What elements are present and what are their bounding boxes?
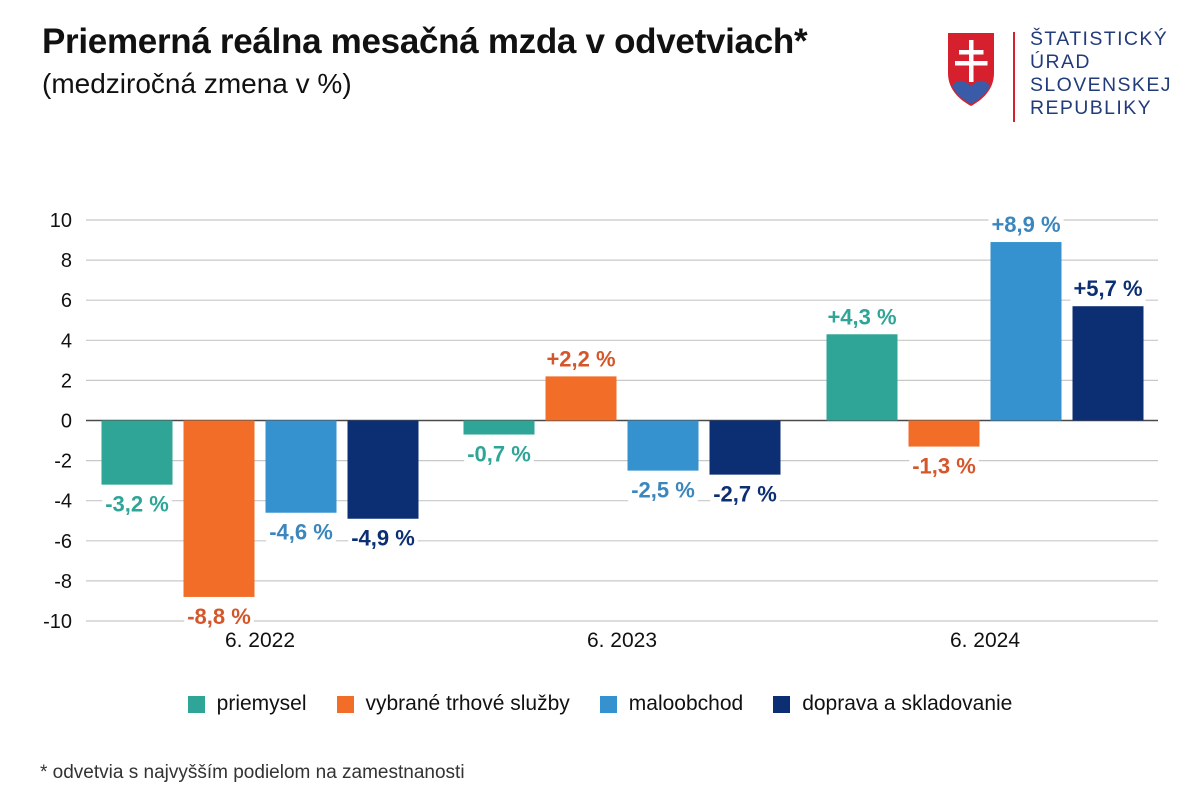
data-label: -0,7 % [467,442,531,467]
data-label: -3,2 % [105,492,169,517]
data-label: +8,9 % [991,212,1060,237]
legend-item-maloobchod: maloobchod [599,692,744,716]
y-tick-label: -4 [54,491,72,513]
legend-item-doprava: doprava a skladovanie [773,692,1012,716]
logo-divider [1013,32,1015,122]
logo-line-1: ŠTATISTICKÝ [1030,28,1169,50]
y-tick-label: 8 [61,250,72,272]
data-label-bg [710,479,780,508]
data-label: +4,3 % [827,304,896,329]
data-label-bg [464,439,534,468]
bar-maloobchod-62024 [990,242,1062,421]
bar-maloobchod-62022 [265,420,337,513]
logo-line-3: SLOVENSKEJ [1030,74,1172,96]
bar-vybrané-trhové-služby-62024 [908,420,980,447]
data-label: -2,7 % [713,482,777,507]
legend-swatch-doprava [773,695,791,713]
legend-swatch-sluzby [336,695,354,713]
chart-legend: priemysel vybrané trhové služby maloobch… [0,692,1200,716]
chart-subtitle: (medziročná zmena v %) [42,68,352,99]
y-tick-label: 2 [61,370,72,392]
legend-swatch-priemysel [187,695,205,713]
bar-priemysel-62023 [463,420,535,435]
y-tick-label: -6 [54,531,72,553]
y-tick-label: 6 [61,290,72,312]
y-tick-label: -8 [54,571,72,593]
legend-item-sluzby: vybrané trhové služby [336,692,570,716]
data-label: -1,3 % [912,454,976,479]
x-tick-label: 6. 2024 [950,629,1020,652]
statistical-office-logo [948,33,994,106]
data-label-bg [543,344,619,373]
data-label-bg [184,601,254,630]
bar-vybrané-trhové-služby-62023 [545,376,617,421]
bar-maloobchod-62023 [627,420,699,471]
bar-doprava-a-skladovanie-62022 [347,420,419,519]
data-label: -8,8 % [187,604,251,629]
data-label-bg [1070,274,1146,303]
data-label: +5,7 % [1073,276,1142,301]
data-label: -4,6 % [269,520,333,545]
legend-swatch-maloobchod [599,695,617,713]
legend-label-doprava: doprava a skladovanie [802,692,1013,715]
data-label-bg [909,451,979,480]
logo-line-2: ÚRAD [1030,51,1091,73]
x-tick-label: 6. 2023 [587,629,657,652]
legend-item-priemysel: priemysel [187,692,307,716]
bar-priemysel-62022 [101,420,173,485]
data-label-bg [102,489,172,518]
data-label-bg [266,517,336,546]
legend-label-maloobchod: maloobchod [628,692,744,715]
bar-doprava-a-skladovanie-62023 [709,420,781,475]
x-tick-label: 6. 2022 [225,629,295,652]
data-label-bg [628,475,698,504]
data-label-bg [988,210,1064,239]
slovak-coat-of-arms-icon [948,33,994,106]
logo-text: ŠTATISTICKÝ ÚRAD SLOVENSKEJ REPUBLIKY [1030,28,1172,120]
y-tick-label: 0 [61,411,72,433]
data-label: +2,2 % [546,346,615,371]
data-label-bg [824,302,900,331]
chart-title: Priemerná reálna mesačná mzda v odvetvia… [42,22,808,61]
logo-line-4: REPUBLIKY [1030,97,1153,119]
bar-vybrané-trhové-služby-62022 [183,420,255,597]
bar-priemysel-62024 [826,334,898,421]
data-label-bg [348,523,418,552]
data-label: -4,9 % [351,526,415,551]
y-tick-label: 10 [50,210,72,232]
y-tick-label: -2 [54,451,72,473]
y-tick-label: 4 [61,330,72,352]
bar-doprava-a-skladovanie-62024 [1072,306,1144,421]
footnote: * odvetvia s najvyšším podielom na zames… [40,762,465,783]
legend-label-sluzby: vybrané trhové služby [365,692,570,715]
legend-label-priemysel: priemysel [216,692,307,715]
data-label: -2,5 % [631,478,695,503]
y-tick-label: -10 [43,611,72,633]
